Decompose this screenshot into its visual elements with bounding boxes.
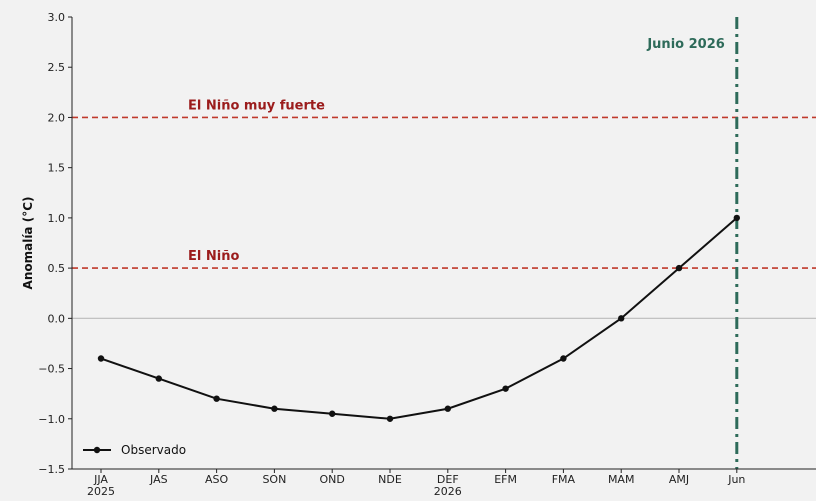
y-tick-label: 0.5 bbox=[48, 262, 66, 275]
x-tick-label: Jun bbox=[727, 473, 745, 486]
x-tick-label: EFM bbox=[494, 473, 517, 486]
data-point bbox=[675, 264, 683, 272]
x-tick-label-line: Jun bbox=[727, 473, 745, 486]
reference-lines: El Niño El Niño muy fuerte bbox=[72, 98, 816, 319]
data-point bbox=[733, 214, 740, 222]
data-point bbox=[444, 405, 451, 412]
y-tick-label: −1.0 bbox=[38, 413, 65, 426]
series-line bbox=[100, 217, 738, 420]
x-tick-label: SON bbox=[262, 473, 286, 486]
y-tick-label: 1.0 bbox=[48, 212, 66, 225]
x-tick-label-line: MAM bbox=[608, 473, 635, 486]
x-tick-label-line: NDE bbox=[378, 473, 402, 486]
x-tick-label-line: ASO bbox=[205, 473, 229, 486]
y-tick-label: −0.5 bbox=[38, 363, 65, 376]
x-tick-label: FMA bbox=[552, 473, 576, 486]
data-point bbox=[386, 415, 394, 422]
y-tick-label: 0.0 bbox=[48, 312, 66, 325]
x-tick-label-line: EFM bbox=[494, 473, 517, 486]
y-tick-label: 1.5 bbox=[48, 162, 66, 175]
data-point bbox=[560, 355, 567, 362]
data-point bbox=[271, 405, 278, 412]
x-tick-label: JAS bbox=[149, 473, 168, 486]
data-point bbox=[155, 375, 162, 382]
legend-label: Observado bbox=[121, 443, 186, 457]
data-point bbox=[329, 410, 336, 417]
x-tick-label-line: 2025 bbox=[87, 485, 115, 498]
axes: −1.5 −1.0 −0.5 0.0 0.5 1.0 1.5 2.0 2.5 3.0 Anomalí… bbox=[21, 11, 816, 498]
x-tick-label: OND bbox=[320, 473, 345, 486]
vertical-marker: Junio 2026 bbox=[646, 17, 739, 469]
reference-line-label: El Niño bbox=[188, 249, 239, 264]
x-tick-label-line: 2026 bbox=[434, 485, 462, 498]
y-tick-label: −1.5 bbox=[38, 463, 65, 476]
x-tick-label: DEF 2026 bbox=[434, 473, 462, 498]
vertical-marker-label: Junio 2026 bbox=[646, 37, 724, 52]
y-tick-label: 2.5 bbox=[48, 61, 66, 74]
x-tick-label-line: JAS bbox=[149, 473, 168, 486]
data-point bbox=[618, 315, 625, 322]
legend-marker bbox=[93, 446, 101, 454]
y-tick-label: 3.0 bbox=[48, 11, 66, 24]
legend: Observado bbox=[83, 443, 186, 457]
data-point bbox=[502, 385, 509, 392]
x-tick-label: JJA 2025 bbox=[87, 473, 115, 498]
reference-line-label: El Niño muy fuerte bbox=[188, 98, 325, 113]
x-tick-label-line: JJA bbox=[93, 473, 108, 486]
series-group bbox=[97, 214, 740, 422]
x-tick-label: MAM bbox=[608, 473, 635, 486]
y-tick-label: 2.0 bbox=[48, 111, 66, 124]
data-point bbox=[213, 395, 220, 402]
x-tick-label-line: OND bbox=[320, 473, 345, 486]
x-tick-label-line: FMA bbox=[552, 473, 576, 486]
x-tick-label: ASO bbox=[205, 473, 229, 486]
x-tick-label-line: DEF bbox=[437, 473, 459, 486]
y-axis-title: Anomalía (°C) bbox=[21, 197, 35, 290]
data-point bbox=[97, 355, 105, 362]
x-tick-label: NDE bbox=[378, 473, 402, 486]
x-tick-label-line: AMJ bbox=[669, 473, 689, 486]
x-tick-label: AMJ bbox=[669, 473, 689, 486]
x-tick-label-line: SON bbox=[262, 473, 286, 486]
